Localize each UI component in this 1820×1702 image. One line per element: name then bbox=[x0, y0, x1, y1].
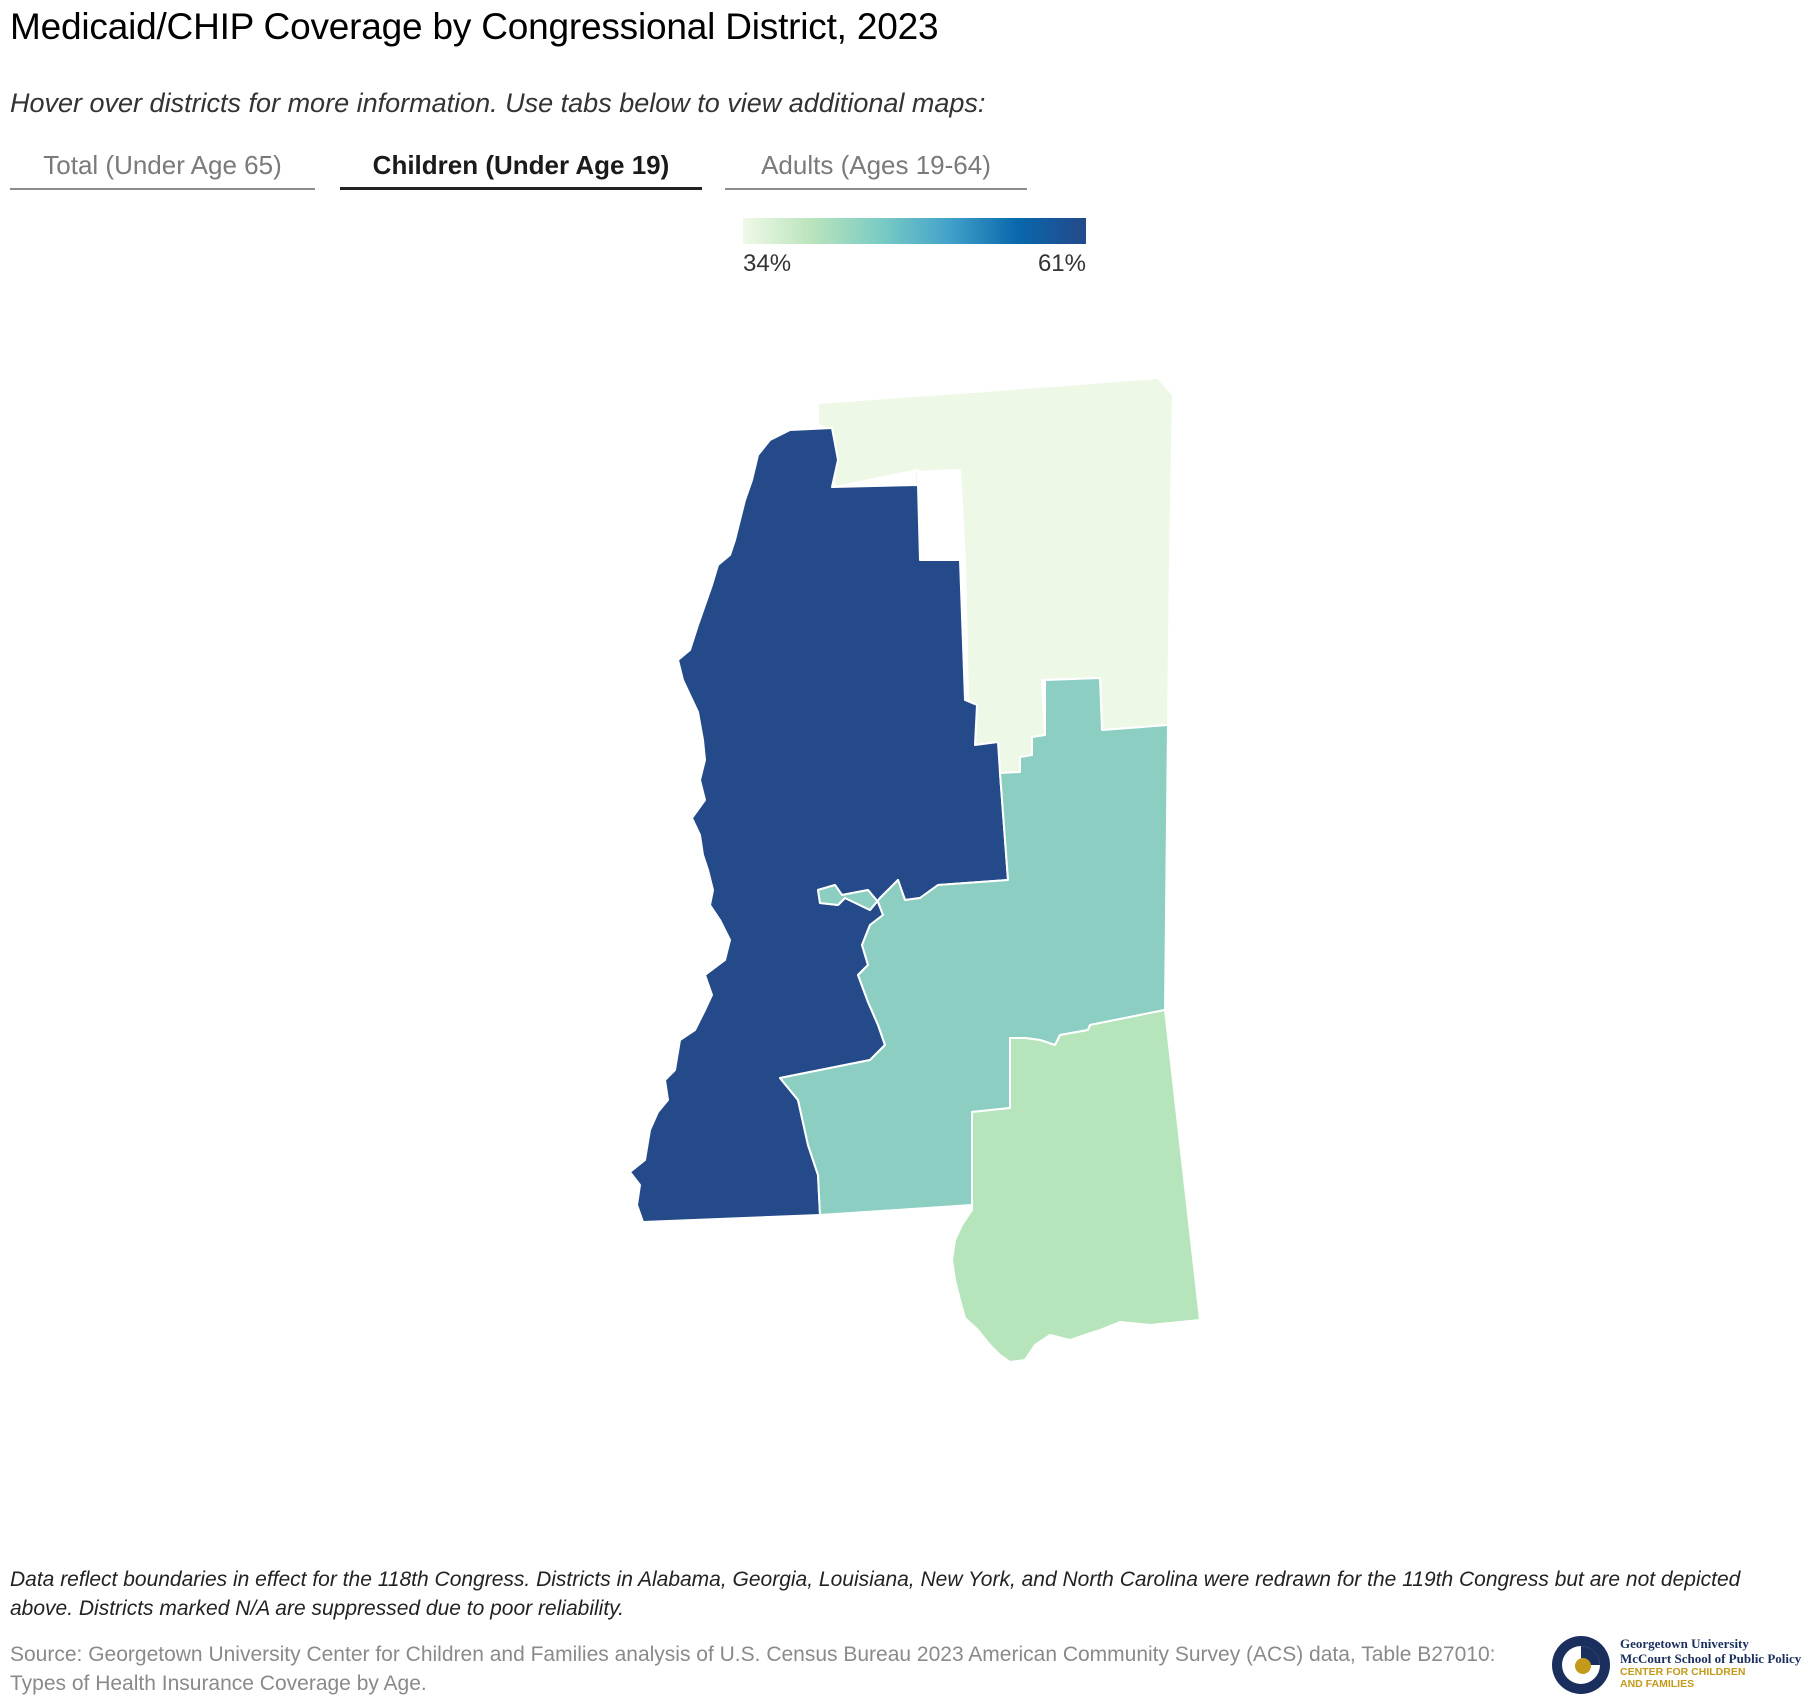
tab-children-under-19[interactable]: Children (Under Age 19) bbox=[340, 148, 702, 190]
logo-line-families: AND FAMILIES bbox=[1620, 1678, 1695, 1690]
logo-line-center: CENTER FOR CHILDREN bbox=[1620, 1666, 1746, 1678]
legend-min-label: 34% bbox=[743, 250, 792, 277]
tab-adults-19-64[interactable]: Adults (Ages 19-64) bbox=[725, 148, 1027, 190]
logo-line-school: McCourt School of Public Policy bbox=[1620, 1651, 1802, 1666]
footnote: Data reflect boundaries in effect for th… bbox=[10, 1568, 1741, 1620]
logo-seal-icon bbox=[1552, 1636, 1610, 1694]
legend-gradient-bar bbox=[743, 218, 1086, 244]
logo-line-university: Georgetown University bbox=[1620, 1636, 1749, 1651]
page-title: Medicaid/CHIP Coverage by Congressional … bbox=[10, 6, 939, 47]
legend-max-label: 61% bbox=[1037, 250, 1086, 277]
tab-total-under-65[interactable]: Total (Under Age 65) bbox=[10, 148, 315, 190]
source-text: Source: Georgetown University Center for… bbox=[10, 1643, 1496, 1695]
georgetown-logo: Georgetown University McCourt School of … bbox=[1550, 1632, 1812, 1698]
color-legend: 34% 61% bbox=[743, 218, 1086, 279]
page-subtitle: Hover over districts for more informatio… bbox=[10, 88, 986, 118]
district-ms-4[interactable] bbox=[951, 1009, 1201, 1363]
